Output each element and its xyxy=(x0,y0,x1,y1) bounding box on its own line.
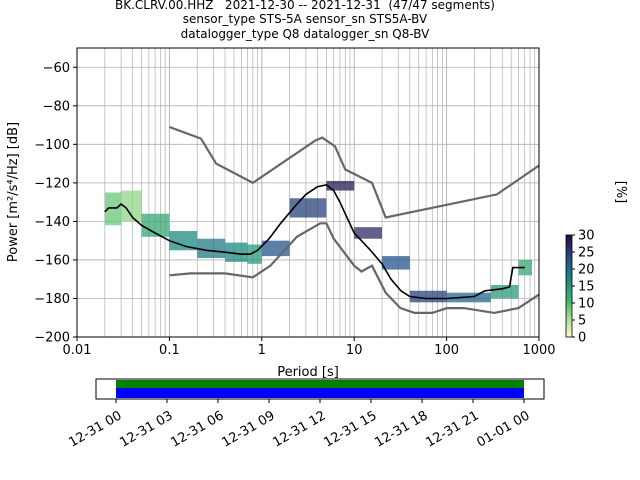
coverage-tick-label: 12-31 03 xyxy=(117,408,175,450)
coverage-tick-label: 12-31 21 xyxy=(423,408,481,450)
density-cell xyxy=(104,192,122,226)
density-cell xyxy=(382,256,410,270)
density-cell xyxy=(121,190,142,222)
colorbar-tick-label: 30 xyxy=(578,229,595,244)
coverage-tick-label: 12-31 12 xyxy=(270,408,328,450)
noise-models xyxy=(169,125,540,315)
coverage-bar-blue xyxy=(116,388,524,398)
colorbar-tick-label: 10 xyxy=(578,297,595,312)
y-tick-label: −80 xyxy=(43,99,70,114)
x-tick-label: 10 xyxy=(346,343,363,358)
coverage-tick-label: 12-31 09 xyxy=(219,408,277,450)
coverage-tick-label: 12-31 18 xyxy=(372,408,430,450)
y-axis-ticks: −200 −180 −160 −140 −120 −100 −80 −60 xyxy=(34,61,77,346)
chart-title-line-2: sensor_type STS-5A sensor_sn STS5A-BV xyxy=(182,12,428,26)
y-axis-label: Power [m²/s⁴/Hz] [dB] xyxy=(6,122,21,262)
x-tick-label: 0.1 xyxy=(159,343,180,358)
colorbar-gradient xyxy=(565,234,573,338)
colorbar-tick-label: 25 xyxy=(578,246,595,261)
mean-psd-line xyxy=(104,183,525,300)
colorbar-tick-label: 5 xyxy=(578,314,586,329)
colorbar: 0 5 10 15 20 25 30 [%] xyxy=(565,181,628,346)
y-tick-label: −200 xyxy=(34,331,70,346)
colorbar-tick-label: 15 xyxy=(578,280,595,295)
density-cell xyxy=(518,259,533,276)
coverage-bar-green xyxy=(116,380,524,388)
psd-density-heatmap xyxy=(104,180,533,303)
colorbar-tick-label: 0 xyxy=(578,331,586,346)
density-cell xyxy=(141,213,170,237)
coverage-tick-label: 01-01 00 xyxy=(474,408,532,450)
chart-title-line-1: BK.CLRV.00.HHZ 2021-12-30 -- 2021-12-31 … xyxy=(115,0,495,12)
colorbar-label: [%] xyxy=(613,181,628,204)
density-cell xyxy=(197,238,226,259)
density-cell xyxy=(169,231,198,251)
density-cell xyxy=(409,290,447,303)
y-tick-label: −160 xyxy=(34,253,70,268)
y-tick-label: −100 xyxy=(34,138,70,153)
colorbar-ticks: 0 5 10 15 20 25 30 xyxy=(572,229,595,346)
mean-psd-layer xyxy=(104,183,525,300)
y-tick-label: −180 xyxy=(34,292,70,307)
chart-title-line-3: datalogger_type Q8 datalogger_sn Q8-BV xyxy=(180,27,430,41)
x-tick-label: 1 xyxy=(258,343,266,358)
y-tick-label: −140 xyxy=(34,215,70,230)
x-tick-label: 100 xyxy=(434,343,459,358)
x-tick-label: 1000 xyxy=(522,343,555,358)
y-tick-label: −120 xyxy=(34,176,70,191)
colorbar-tick-label: 20 xyxy=(578,263,595,278)
coverage-tick-label: 12-31 06 xyxy=(168,408,226,450)
density-cell xyxy=(225,242,248,262)
x-axis-ticks: 0.01 0.1 1 10 100 1000 xyxy=(63,337,556,358)
plot-frame xyxy=(76,47,540,338)
coverage-tick-label: 12-31 00 xyxy=(66,408,124,450)
low-noise-model-line xyxy=(169,222,540,315)
high-noise-model-line xyxy=(169,125,540,219)
x-axis-label: Period [s] xyxy=(277,365,339,380)
y-tick-label: −60 xyxy=(43,61,70,76)
density-cell xyxy=(326,180,355,191)
density-cell xyxy=(354,227,383,239)
density-cell xyxy=(289,198,327,218)
x-tick-label: 0.01 xyxy=(63,343,92,358)
density-cell xyxy=(490,284,519,299)
coverage-tick-label: 12-31 15 xyxy=(321,408,379,450)
